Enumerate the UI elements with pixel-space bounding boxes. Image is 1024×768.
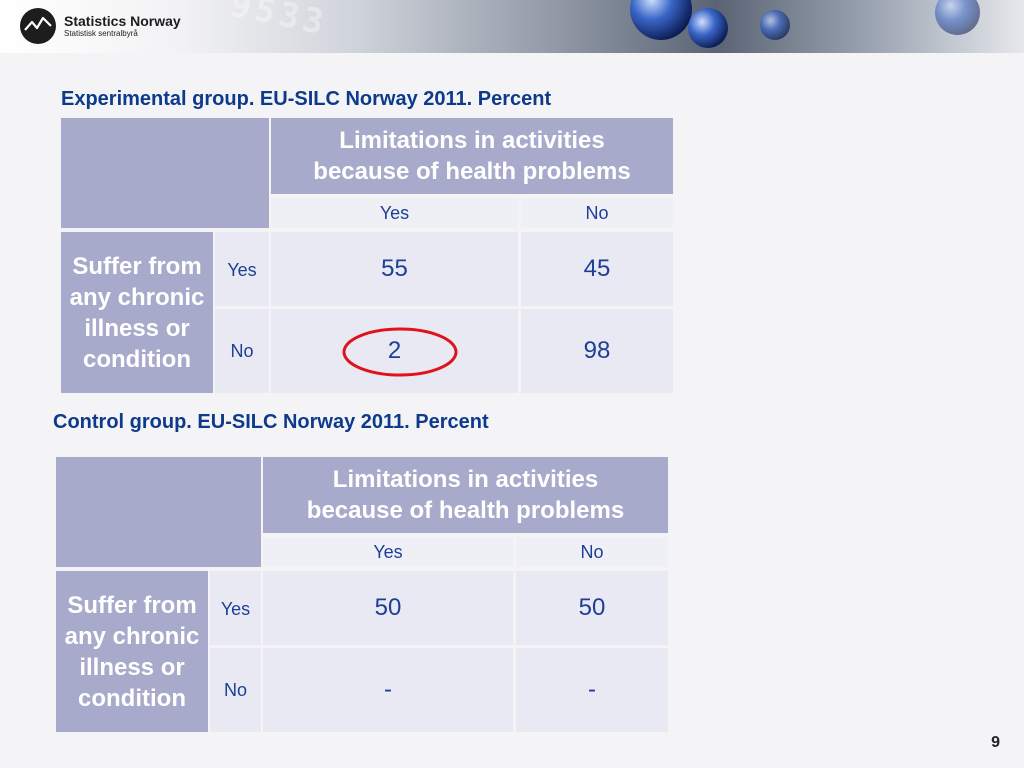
- value-cell: 50: [263, 571, 513, 645]
- row-header: Suffer from any chronic illness or condi…: [56, 571, 208, 732]
- value-cell: 55: [271, 232, 518, 306]
- banner-decoration: 9533: [226, 0, 331, 44]
- corner-cell: [56, 457, 261, 567]
- row-label-yes: Yes: [215, 232, 269, 306]
- header-banner: 9533 Statistics Norway Statistisk sentra…: [0, 0, 1024, 53]
- banner-orb: [688, 8, 728, 48]
- value-cell: -: [516, 648, 668, 732]
- logo-icon: [20, 8, 56, 44]
- highlight-ellipse: [342, 327, 458, 377]
- row-label-yes: Yes: [210, 571, 261, 645]
- brand-subname: Statistisk sentralbyrå: [64, 28, 138, 38]
- row-header: Suffer from any chronic illness or condi…: [61, 232, 213, 393]
- crosstab-control: Limitations in activities because of hea…: [56, 457, 668, 732]
- value-cell: 45: [521, 232, 673, 306]
- banner-orb: [935, 0, 980, 35]
- col-label-no: No: [521, 198, 673, 228]
- crosstab-experimental: Limitations in activities because of hea…: [61, 118, 673, 393]
- value-cell: 98: [521, 309, 673, 393]
- corner-cell: [61, 118, 269, 228]
- row-label-no: No: [210, 648, 261, 732]
- page-number: 9: [991, 734, 1000, 751]
- banner-orb: [760, 10, 790, 40]
- row-label-no: No: [215, 309, 269, 393]
- table-caption-experimental: Experimental group. EU-SILC Norway 2011.…: [61, 88, 552, 110]
- col-label-yes: Yes: [263, 537, 513, 567]
- column-header: Limitations in activities because of hea…: [271, 118, 673, 194]
- value-cell-highlighted: 2: [271, 309, 518, 393]
- brand-logo[interactable]: Statistics Norway Statistisk sentralbyrå: [20, 8, 181, 44]
- brand-name: Statistics Norway: [64, 12, 181, 29]
- col-label-yes: Yes: [271, 198, 518, 228]
- column-header: Limitations in activities because of hea…: [263, 457, 668, 533]
- table-caption-control: Control group. EU-SILC Norway 2011. Perc…: [53, 411, 489, 433]
- value-cell: -: [263, 648, 513, 732]
- col-label-no: No: [516, 537, 668, 567]
- value-cell: 50: [516, 571, 668, 645]
- banner-orb: [630, 0, 692, 40]
